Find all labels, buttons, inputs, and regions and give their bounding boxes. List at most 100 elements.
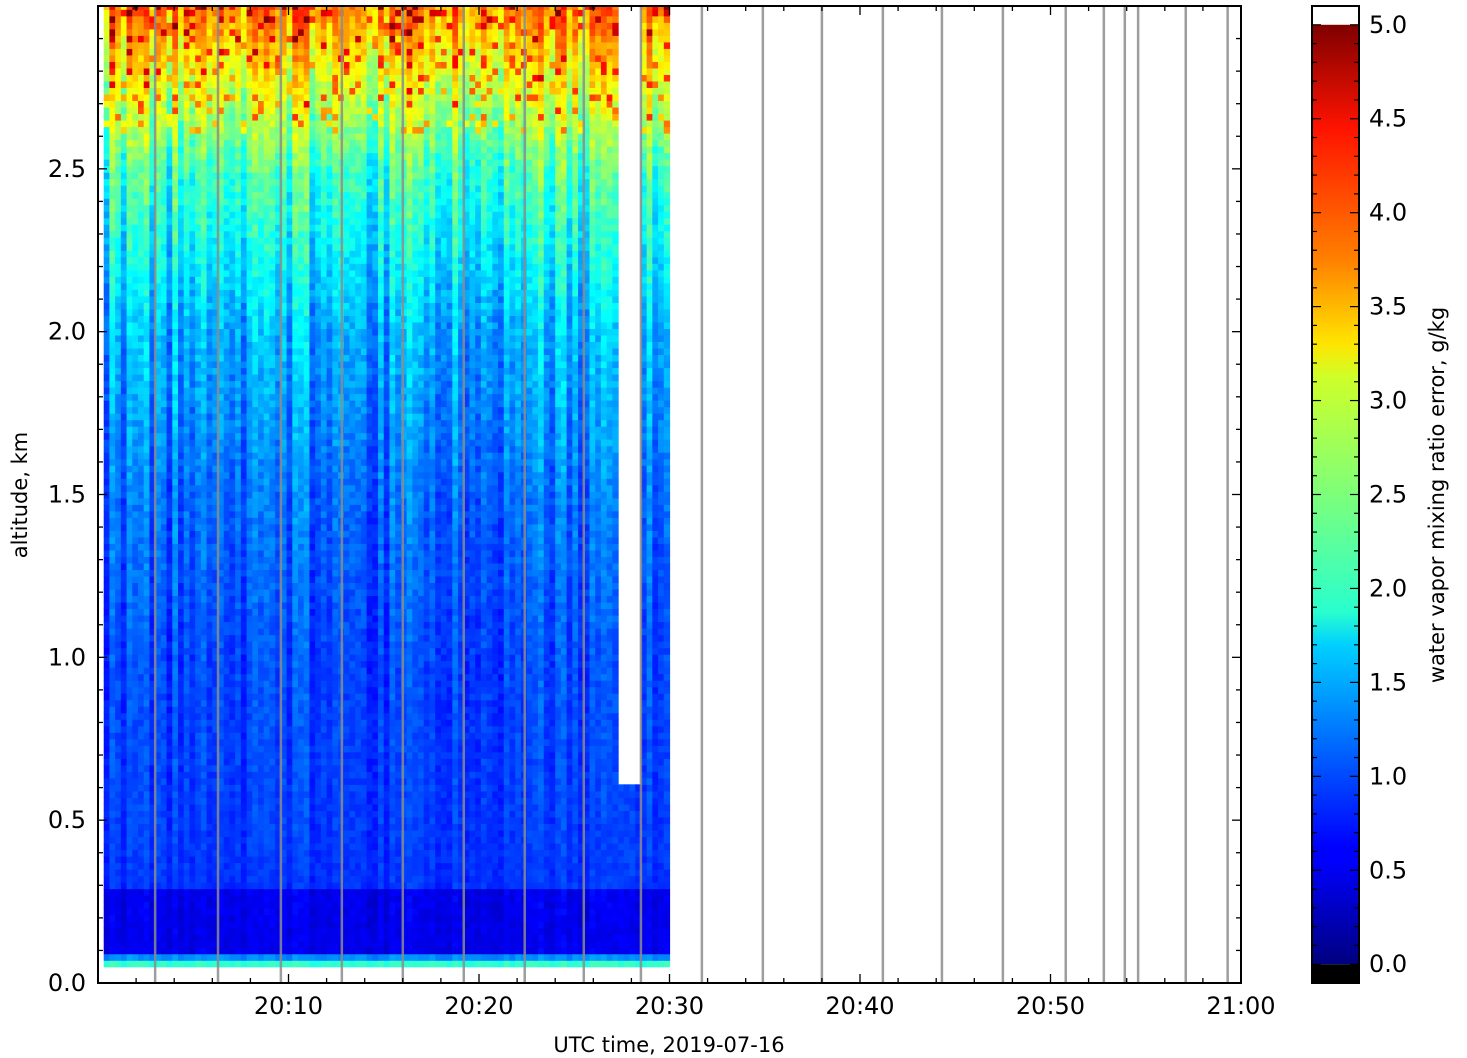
heatmap-cell: [132, 22, 139, 30]
heatmap-cell: [286, 100, 293, 108]
heatmap-cell: [240, 641, 248, 649]
heatmap-cell: [115, 61, 122, 69]
heatmap-cell: [280, 302, 288, 310]
heatmap-cell: [178, 106, 185, 115]
heatmap-cell: [109, 35, 116, 43]
heatmap-cell: [286, 237, 293, 245]
heatmap-cell: [240, 680, 248, 688]
heatmap-cell: [218, 901, 225, 909]
heatmap-cell: [160, 654, 168, 662]
heatmap-cell: [115, 569, 122, 577]
heatmap-cell: [235, 960, 242, 968]
heatmap-cell: [143, 165, 151, 173]
heatmap-cell: [138, 237, 145, 245]
heatmap-cell: [132, 790, 139, 798]
heatmap-cell: [275, 250, 282, 258]
heatmap-cell: [263, 191, 271, 199]
heatmap-cell: [292, 855, 299, 864]
heatmap-cell: [149, 224, 156, 232]
heatmap-cell: [292, 771, 299, 779]
heatmap-cell: [178, 771, 185, 779]
heatmap-cell: [212, 191, 219, 199]
heatmap-cell: [109, 914, 116, 922]
heatmap-cell: [195, 35, 202, 43]
heatmap-cell: [280, 224, 288, 232]
heatmap-cell: [240, 269, 248, 277]
heatmap-cell: [183, 139, 191, 147]
heatmap-cell: [218, 452, 225, 460]
heatmap-cell: [223, 693, 231, 701]
heatmap-cell: [286, 28, 293, 36]
heatmap-cell: [212, 738, 219, 746]
heatmap-cell: [103, 48, 111, 56]
heatmap-cell: [263, 803, 271, 811]
heatmap-cell: [275, 172, 282, 180]
heatmap-cell: [195, 758, 202, 766]
heatmap-cell: [229, 439, 236, 447]
heatmap-cell: [269, 842, 276, 851]
heatmap-cell: [292, 797, 299, 805]
heatmap-cell: [223, 432, 231, 440]
heatmap-cell: [109, 393, 116, 401]
heatmap-cell: [172, 517, 179, 525]
heatmap-cell: [132, 185, 139, 193]
heatmap-cell: [240, 647, 248, 655]
heatmap-cell: [235, 204, 242, 212]
heatmap-cell: [275, 48, 282, 56]
heatmap-cell: [269, 836, 276, 844]
heatmap-cell: [183, 106, 191, 115]
heatmap-cell: [263, 282, 271, 290]
heatmap-cell: [103, 458, 111, 466]
heatmap-cell: [115, 230, 122, 238]
heatmap-cell: [258, 790, 265, 798]
heatmap-cell: [229, 745, 236, 753]
heatmap-cell: [103, 419, 111, 427]
heatmap-cell: [160, 263, 168, 271]
heatmap-cell: [195, 217, 202, 225]
heatmap-cell: [103, 849, 111, 857]
heatmap-cell: [126, 960, 133, 968]
heatmap-cell: [103, 556, 111, 564]
heatmap-cell: [120, 74, 128, 82]
heatmap-cell: [218, 243, 225, 251]
heatmap-cell: [223, 87, 231, 95]
heatmap-cell: [229, 458, 236, 466]
heatmap-cell: [132, 41, 139, 49]
heatmap-cell: [103, 400, 111, 408]
heatmap-cell: [178, 758, 185, 766]
heatmap-cell: [218, 895, 225, 903]
heatmap-cell: [286, 308, 293, 316]
heatmap-cell: [246, 595, 253, 603]
heatmap-cell: [263, 693, 271, 701]
heatmap-cell: [155, 282, 162, 290]
heatmap-cell: [223, 712, 231, 720]
heatmap-cell: [246, 491, 253, 499]
heatmap-cell: [223, 745, 231, 753]
heatmap-cell: [240, 126, 248, 134]
heatmap-cell: [200, 276, 208, 284]
heatmap-cell: [263, 641, 271, 649]
heatmap-cell: [189, 855, 196, 864]
heatmap-cell: [132, 712, 139, 720]
heatmap-cell: [269, 940, 276, 948]
heatmap-cell: [126, 940, 133, 948]
heatmap-cell: [138, 927, 145, 935]
heatmap-cell: [115, 113, 122, 121]
heatmap-cell: [263, 354, 271, 362]
heatmap-cell: [206, 178, 213, 186]
heatmap-cell: [206, 54, 213, 62]
heatmap-cell: [240, 28, 248, 36]
heatmap-cell: [166, 771, 173, 779]
heatmap-cell: [292, 960, 299, 968]
heatmap-cell: [212, 940, 219, 948]
heatmap-cell: [160, 829, 168, 838]
heatmap-cell: [275, 504, 282, 512]
heatmap-cell: [160, 282, 168, 290]
heatmap-cell: [115, 855, 122, 864]
heatmap-cell: [280, 237, 288, 245]
heatmap-cell: [155, 504, 162, 512]
heatmap-cell: [286, 660, 293, 668]
heatmap-cell: [223, 400, 231, 408]
heatmap-cell: [200, 549, 208, 557]
heatmap-cell: [200, 810, 208, 818]
